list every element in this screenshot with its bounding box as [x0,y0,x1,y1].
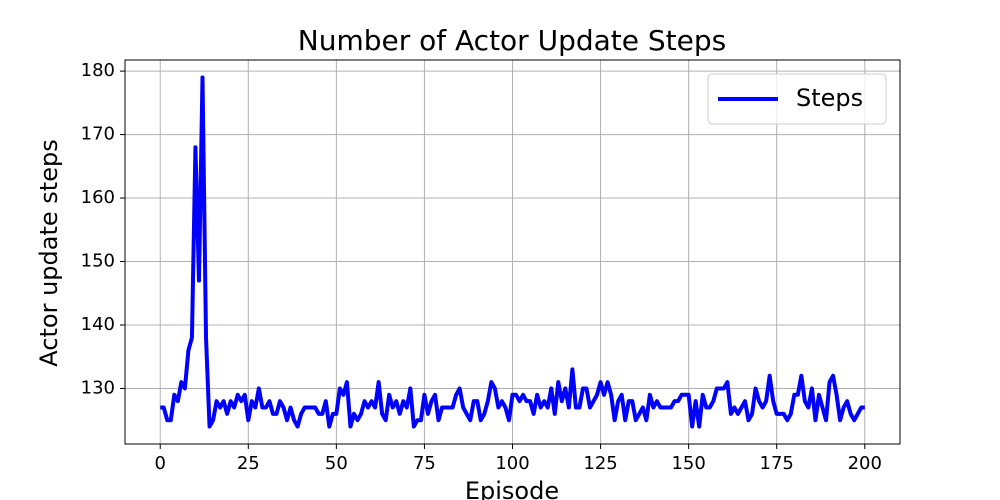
y-tick-label: 140 [81,314,115,335]
x-tick-label: 50 [325,453,348,474]
y-tick-label: 150 [81,251,115,272]
legend-label: Steps [796,84,863,112]
chart-title: Number of Actor Update Steps [298,24,727,57]
data-line [160,75,865,429]
legend: Steps [707,73,887,125]
x-tick-label: 150 [671,453,705,474]
x-tick-label: 175 [760,453,794,474]
legend-box [707,73,887,125]
x-tick-label: 0 [155,453,166,474]
axes-frame [124,59,901,445]
y-tick-label: 180 [81,60,115,81]
y-tick-label: 130 [81,377,115,398]
x-tick-label: 75 [413,453,436,474]
x-tick-label: 125 [583,453,617,474]
x-tick-label: 200 [848,453,882,474]
x-tick-label: 25 [237,453,260,474]
x-tick-label: 100 [495,453,529,474]
x-axis-label: Episode [465,477,559,500]
y-tick-label: 160 [81,187,115,208]
y-axis-label: Actor update steps [35,139,63,366]
y-tick-label: 170 [81,124,115,145]
